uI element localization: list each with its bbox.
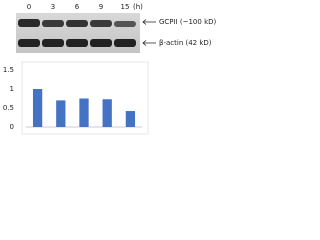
figure: (h) GCPII (~100 kD) β-actin (42 kD) 0 3 6 9… [3,3,217,135]
y-tick-label: 1 [10,85,14,93]
band-label: GCPII (~100 kD) [159,18,217,26]
bar [125,111,136,127]
lane-label: 6 [75,3,80,11]
bar [32,89,43,127]
y-tick-label: 1.5 [3,66,14,74]
bar [79,98,89,127]
lane-label: 3 [51,3,55,11]
gcpii-bands [18,19,136,27]
time-unit: (h) [133,3,143,11]
lane-label: 9 [99,3,103,11]
band-label: β-actin (42 kD) [159,39,212,47]
arrows [142,19,156,46]
y-tick-label: 0.5 [3,104,14,112]
actin-bands [18,39,136,47]
lane-label: 0 [27,3,31,11]
bar [56,100,66,127]
y-tick-label: 0 [10,123,14,131]
chart-frame [21,61,149,135]
lane-label: 15 [121,3,130,11]
bar [102,99,112,127]
